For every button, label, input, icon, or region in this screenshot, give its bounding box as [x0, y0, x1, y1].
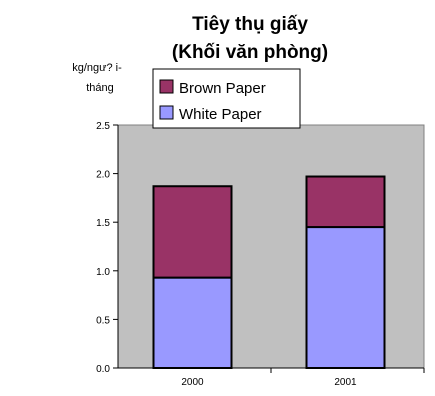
y-tick-label: 1.5	[96, 218, 110, 229]
legend-label-brown-paper: Brown Paper	[179, 80, 266, 97]
y-axis-label-line-1: kg/ngư? i-	[72, 62, 122, 74]
x-tick-label-2001: 2001	[334, 377, 357, 388]
y-tick-label: 1.0	[96, 267, 110, 278]
bar-brown-paper-2001	[305, 175, 386, 229]
bar-white-paper-2001	[305, 226, 386, 369]
y-tick-label: 2.5	[96, 121, 110, 132]
legend-swatch-brown-paper	[159, 79, 174, 94]
bar-white-paper-2000	[152, 276, 233, 370]
x-tick-label-2000: 2000	[181, 377, 204, 388]
legend-box	[152, 68, 301, 129]
chart-title-line-2: (Khối văn phòng)	[172, 42, 328, 63]
y-tick-label: 2.0	[96, 170, 110, 181]
y-axis-label-line-2: tháng	[86, 82, 114, 94]
y-tick-label: 0.5	[96, 315, 110, 326]
y-tick-label: 0.0	[96, 364, 110, 375]
chart-title-line-1: Tiêy thụ giấy	[192, 14, 308, 35]
legend-swatch-white-paper	[159, 105, 174, 120]
legend-label-white-paper: White Paper	[179, 106, 262, 123]
legend: Brown Paper White Paper	[152, 68, 301, 129]
bar-brown-paper-2000	[152, 185, 233, 279]
